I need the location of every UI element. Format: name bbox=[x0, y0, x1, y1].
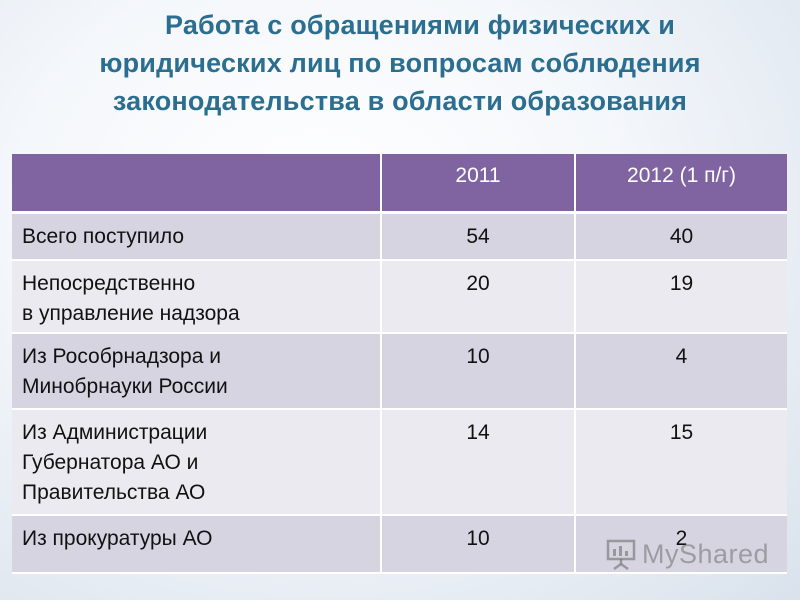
value-2012: 2 bbox=[575, 515, 787, 574]
row-label-line: Губернатора АО и bbox=[22, 451, 199, 474]
row-label: Из прокуратуры АО bbox=[12, 515, 382, 574]
table-row: Из Администрации Губернатора АО и Правит… bbox=[12, 409, 787, 516]
row-label-line: Непосредственно bbox=[22, 272, 196, 295]
appeals-table: 2011 2012 (1 п/г) Всего поступило 54 40 … bbox=[12, 154, 787, 574]
table-row: Из прокуратуры АО 10 2 bbox=[12, 515, 787, 574]
value-2012: 4 bbox=[575, 333, 787, 410]
header-cell-2011: 2011 bbox=[381, 154, 576, 214]
value-2012: 19 bbox=[575, 260, 787, 334]
row-label-line: Из Администрации bbox=[22, 421, 208, 444]
presentation-board-icon bbox=[606, 539, 636, 570]
value-2011: 54 bbox=[381, 212, 576, 261]
row-label-line: в управление надзора bbox=[22, 302, 240, 325]
header-cell-2012: 2012 (1 п/г) bbox=[575, 154, 787, 214]
table-row: Непосредственно в управление надзора 20 … bbox=[12, 260, 787, 334]
row-label-line: Правительства АО bbox=[22, 481, 206, 504]
watermark-text: MyShared bbox=[642, 538, 770, 569]
title-line-1: Работа с обращениями физических и bbox=[164, 10, 676, 40]
row-label-line: Из прокуратуры АО bbox=[22, 527, 213, 550]
value-2011: 14 bbox=[381, 409, 576, 516]
row-label-line: Из Рособрнадзора и bbox=[22, 345, 221, 368]
row-label: Непосредственно в управление надзора bbox=[12, 260, 382, 334]
value-2011: 20 bbox=[381, 260, 576, 334]
header-cell-category bbox=[12, 154, 382, 214]
row-label: Из Администрации Губернатора АО и Правит… bbox=[12, 409, 382, 516]
watermark: MyShared bbox=[606, 536, 769, 572]
row-label: Из Рособрнадзора и Минобрнауки России bbox=[12, 333, 382, 410]
title-line-3: законодательства в области образования bbox=[112, 86, 688, 116]
value-2012: 40 bbox=[575, 212, 787, 261]
title-line-2: юридических лиц по вопросам соблюдения bbox=[99, 48, 701, 78]
table-row: Из Рособрнадзора и Минобрнауки России 10… bbox=[12, 333, 787, 410]
table-row: Всего поступило 54 40 bbox=[12, 212, 787, 261]
row-label-line: Всего поступило bbox=[22, 224, 185, 248]
row-label-line: Минобрнауки России bbox=[22, 375, 228, 398]
table-header-row: 2011 2012 (1 п/г) bbox=[12, 154, 787, 214]
value-2011: 10 bbox=[381, 333, 576, 410]
value-2012: 15 bbox=[575, 409, 787, 516]
value-2011: 10 bbox=[381, 515, 576, 574]
row-label: Всего поступило bbox=[12, 212, 382, 261]
slide-title: Работа с обращениями физических и юридич… bbox=[0, 6, 800, 120]
